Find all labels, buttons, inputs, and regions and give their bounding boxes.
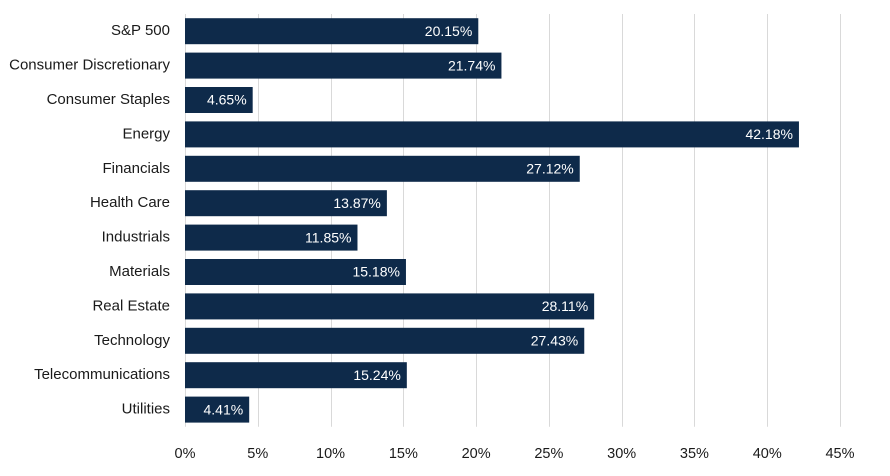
gridlines (185, 14, 841, 427)
bar (185, 18, 479, 45)
category-label: Industrials (102, 229, 170, 246)
bar (185, 155, 580, 182)
data-label: 4.41% (203, 401, 243, 417)
x-tick-label: 20% (462, 446, 491, 462)
x-tick-label: 30% (607, 446, 636, 462)
category-label: Consumer Discretionary (9, 57, 170, 74)
bar (185, 224, 358, 251)
data-label: 13.87% (333, 195, 380, 211)
data-label: 15.18% (352, 264, 399, 280)
bars: 20.15% 21.74% 4.65% 42.18% 27.12% 13.87% 11.85… (185, 18, 799, 423)
category-label: Utilities (122, 401, 170, 418)
category-label: Telecommunications (34, 366, 170, 383)
data-label: 27.43% (531, 333, 578, 349)
category-label: Energy (122, 125, 170, 142)
bar (185, 293, 595, 320)
x-tick-label: 45% (825, 446, 854, 462)
bar (185, 87, 253, 113)
data-label: 4.65% (207, 92, 247, 108)
data-label: 11.85% (305, 229, 351, 245)
bar (185, 259, 406, 285)
category-label: Real Estate (92, 297, 170, 314)
category-label: Health Care (90, 194, 170, 211)
data-label: 27.12% (526, 161, 573, 177)
x-tick-label: 25% (534, 446, 563, 462)
x-tick-label: 40% (753, 446, 782, 462)
category-label: Financials (102, 160, 170, 177)
data-label: 42.18% (745, 126, 792, 142)
x-tick-label: 35% (680, 446, 709, 462)
data-label: 21.74% (448, 57, 495, 73)
bar (185, 190, 387, 217)
bar (185, 396, 250, 423)
category-label: Materials (109, 263, 170, 280)
category-label: S&P 500 (111, 22, 170, 39)
bar (185, 327, 585, 354)
x-tick-label: 15% (389, 446, 418, 462)
category-label: Technology (94, 332, 170, 349)
bar (185, 121, 799, 148)
x-axis-tick-labels: 0% 5% 10% 15% 20% 25% 30% 35% 40% 45% (175, 446, 855, 462)
data-label: 20.15% (425, 23, 472, 39)
bar (185, 362, 407, 389)
data-label: 15.24% (353, 367, 400, 383)
data-label: 28.11% (542, 298, 588, 314)
category-label: Consumer Staples (47, 91, 170, 108)
category-labels: S&P 500 Consumer Discretionary Consumer St… (9, 22, 170, 417)
x-tick-label: 5% (247, 446, 268, 462)
bar (185, 52, 502, 79)
x-tick-label: 0% (175, 446, 196, 462)
x-tick-label: 10% (316, 446, 345, 462)
